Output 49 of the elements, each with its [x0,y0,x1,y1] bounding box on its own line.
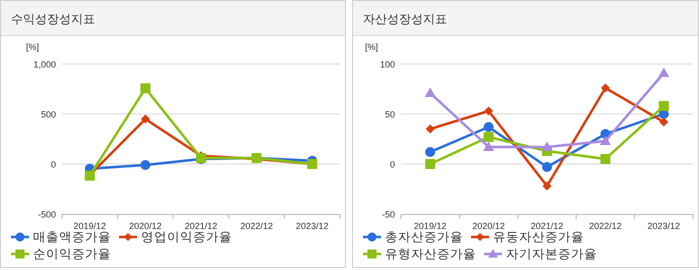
point [426,124,435,134]
legend-label: 영업이익증가율 [141,230,232,244]
y-tick-label: 0 [50,160,56,170]
point [659,118,668,126]
x-tick-label: 2020/12 [129,221,162,231]
y-tick-label: 50 [384,110,395,120]
legend-label: 매출액증가율 [33,230,111,244]
point [542,142,552,151]
legend-label: 유동자산증가율 [493,230,584,244]
legend-label: 순이익증가율 [33,247,111,261]
point [542,182,552,190]
chart-title: 수익성장성지표 [11,12,95,26]
chart-title: 자산성장성지표 [363,12,447,26]
x-tick-label: 2019/12 [74,221,106,231]
x-tick-label: 2022/12 [240,221,273,231]
point [425,159,436,169]
point [542,162,552,172]
legend-label: 자기자본증가율 [506,247,597,261]
x-tick-label: 2023/12 [648,221,680,231]
x-tick-label: 2023/12 [296,221,328,231]
legend-label: 총자산증가율 [385,230,463,244]
y-tick-label: 500 [40,110,56,120]
y-axis-title: [%] [365,42,378,52]
point [140,114,150,124]
y-tick-label: -500 [38,210,56,220]
point [658,68,670,77]
point [600,136,611,145]
point [140,83,150,94]
point [484,106,494,116]
y-tick-label: 1,000 [33,60,56,70]
y-axis-title: [%] [26,42,40,52]
point [483,142,494,151]
x-tick-label: 2022/12 [589,221,622,231]
y-tick-label: 100 [380,60,395,70]
y-tick-label: 0 [390,160,395,170]
point [600,84,610,92]
y-tick-label: -50 [382,210,395,220]
point [140,160,150,170]
point [484,132,494,142]
x-tick-label: 2019/12 [414,221,446,231]
point [425,147,436,157]
point [484,122,494,132]
point [658,101,669,111]
x-tick-label: 2021/12 [530,221,564,231]
x-tick-label: 2021/12 [184,221,218,231]
x-tick-label: 2020/12 [472,221,505,231]
point [424,88,436,97]
legend-label: 유형자산증가율 [385,247,476,261]
point [600,154,610,164]
